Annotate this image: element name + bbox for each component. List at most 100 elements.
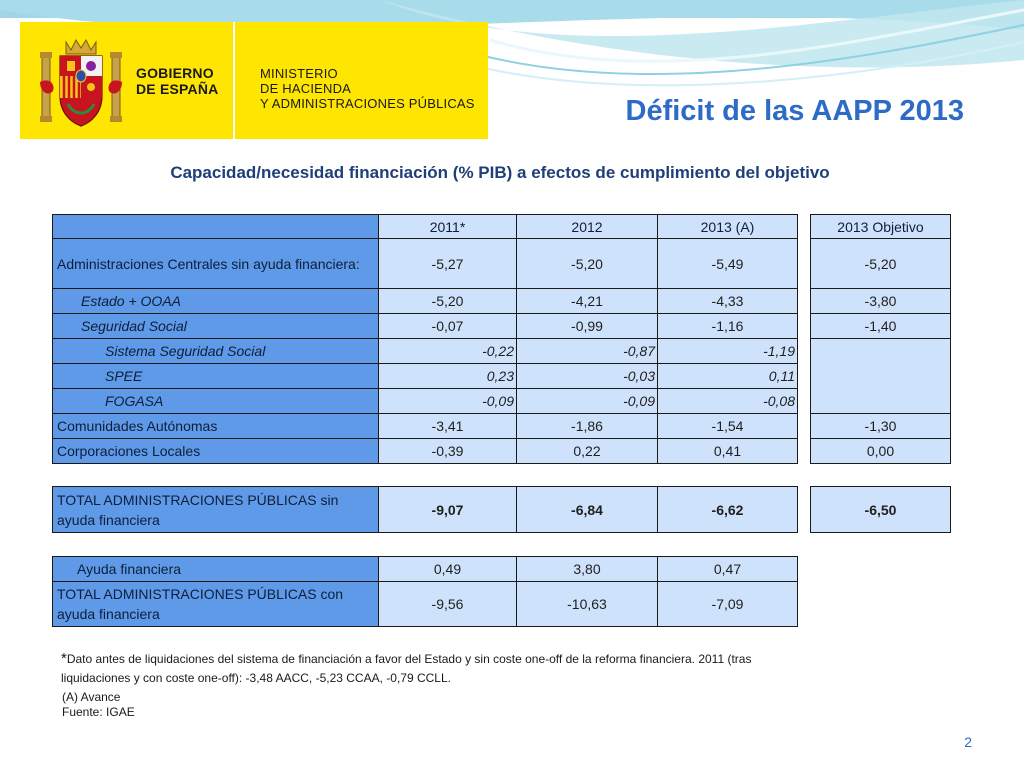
ministerio-line-2: DE HACIENDA [260, 81, 352, 96]
value-cell: -0,99 [516, 313, 658, 339]
gap-cell [797, 413, 811, 439]
value-cell: -5,49 [657, 238, 798, 289]
value-cell: -0,03 [516, 363, 658, 389]
avance-note: (A) Avance [62, 690, 121, 704]
value-cell: -6,62 [657, 486, 798, 533]
objective-cell [810, 338, 951, 364]
row-label: SPEE [52, 363, 379, 389]
table-header-row: 2011* 2012 2013 (A) 2013 Objetivo [52, 214, 951, 239]
value-cell: 0,41 [657, 438, 798, 464]
row-label: Comunidades Autónomas [52, 413, 379, 439]
objective-cell [810, 388, 951, 414]
footnote-text: Dato antes de liquidaciones del sistema … [61, 652, 752, 685]
table-row: Ayuda financiera 0,49 3,80 0,47 [52, 556, 798, 582]
legend-notes: (A) Avance Fuente: IGAE [62, 690, 135, 720]
value-cell: -0,09 [516, 388, 658, 414]
gobierno-line-1: GOBIERNO [136, 65, 214, 81]
value-cell: -0,09 [378, 388, 517, 414]
slide-title: Déficit de las AAPP 2013 [625, 95, 965, 127]
value-cell: -0,08 [657, 388, 798, 414]
table-row: TOTAL ADMINISTRACIONES PÚBLICAS sin ayud… [52, 486, 951, 533]
col-header-2012: 2012 [516, 214, 658, 239]
gap-cell [797, 214, 811, 239]
objective-cell: -6,50 [810, 486, 951, 533]
gap-cell [797, 238, 811, 289]
gap-cell [797, 313, 811, 339]
source-note: Fuente: IGAE [62, 705, 135, 719]
header-swoosh-decoration [0, 0, 1024, 87]
value-cell: -10,63 [516, 581, 658, 627]
objective-cell: 0,00 [810, 438, 951, 464]
ministerio-line-1: MINISTERIO [260, 66, 338, 81]
header-empty-cell [52, 214, 379, 239]
row-label: Ayuda financiera [52, 556, 379, 582]
government-logo-band: GOBIERNO DE ESPAÑA MINISTERIO DE HACIEND… [20, 22, 488, 139]
ministerio-line-3: Y ADMINISTRACIONES PÚBLICAS [260, 96, 475, 111]
value-cell: 0,47 [657, 556, 798, 582]
value-cell: -0,39 [378, 438, 517, 464]
value-cell: -9,56 [378, 581, 517, 627]
value-cell: 0,23 [378, 363, 517, 389]
row-label: TOTAL ADMINISTRACIONES PÚBLICAS sin ayud… [52, 486, 379, 533]
value-cell: -1,16 [657, 313, 798, 339]
value-cell: -0,87 [516, 338, 658, 364]
page-number: 2 [964, 734, 972, 750]
value-cell: 0,49 [378, 556, 517, 582]
row-label: TOTAL ADMINISTRACIONES PÚBLICAS con ayud… [52, 581, 379, 627]
table-row: Sistema Seguridad Social -0,22 -0,87 -1,… [52, 338, 951, 364]
objective-cell: -3,80 [810, 288, 951, 314]
row-label: Corporaciones Locales [52, 438, 379, 464]
table-row: Corporaciones Locales -0,39 0,22 0,41 0,… [52, 438, 951, 464]
value-cell: -0,07 [378, 313, 517, 339]
financial-aid-table: Ayuda financiera 0,49 3,80 0,47 TOTAL AD… [52, 556, 798, 627]
col-header-objetivo: 2013 Objetivo [810, 214, 951, 239]
gap-cell [797, 363, 811, 389]
value-cell: -4,33 [657, 288, 798, 314]
value-cell: -5,27 [378, 238, 517, 289]
value-cell: 0,11 [657, 363, 798, 389]
value-cell: -5,20 [378, 288, 517, 314]
value-cell: -0,22 [378, 338, 517, 364]
table-row: SPEE 0,23 -0,03 0,11 [52, 363, 951, 389]
value-cell: -5,20 [516, 238, 658, 289]
table-subtitle: Capacidad/necesidad financiación (% PIB)… [170, 163, 830, 182]
gobierno-line-2: DE ESPAÑA [136, 81, 219, 97]
value-cell: -6,84 [516, 486, 658, 533]
objective-cell: -1,40 [810, 313, 951, 339]
value-cell: -7,09 [657, 581, 798, 627]
table-row: Administraciones Centrales sin ayuda fin… [52, 238, 951, 289]
table-row: Comunidades Autónomas -3,41 -1,86 -1,54 … [52, 413, 951, 439]
value-cell: 3,80 [516, 556, 658, 582]
ministerio-text: MINISTERIO DE HACIENDA Y ADMINISTRACIONE… [260, 66, 475, 111]
value-cell: -9,07 [378, 486, 517, 533]
value-cell: 0,22 [516, 438, 658, 464]
table-row: TOTAL ADMINISTRACIONES PÚBLICAS con ayud… [52, 581, 798, 627]
gap-cell [797, 288, 811, 314]
objective-cell: -5,20 [810, 238, 951, 289]
gap-cell [797, 438, 811, 464]
row-label: Estado + OOAA [52, 288, 379, 314]
table-row: Seguridad Social -0,07 -0,99 -1,16 -1,40 [52, 313, 951, 339]
logo-divider [233, 22, 235, 139]
value-cell: -4,21 [516, 288, 658, 314]
value-cell: -1,86 [516, 413, 658, 439]
col-header-2013: 2013 (A) [657, 214, 798, 239]
gobierno-de-espana-text: GOBIERNO DE ESPAÑA [136, 65, 218, 97]
objective-cell: -1,30 [810, 413, 951, 439]
objective-cell [810, 363, 951, 389]
value-cell: -1,54 [657, 413, 798, 439]
col-header-2011: 2011* [378, 214, 517, 239]
value-cell: -1,19 [657, 338, 798, 364]
table-row: Estado + OOAA -5,20 -4,21 -4,33 -3,80 [52, 288, 951, 314]
row-label: Seguridad Social [52, 313, 379, 339]
gap-cell [797, 388, 811, 414]
footnote: *Dato antes de liquidaciones del sistema… [61, 649, 801, 688]
row-label: Administraciones Centrales sin ayuda fin… [52, 238, 379, 289]
coat-of-arms-icon [40, 38, 122, 127]
deficit-table: 2011* 2012 2013 (A) 2013 Objetivo Admini… [52, 214, 951, 464]
gap-cell [797, 486, 811, 533]
total-without-aid-table: TOTAL ADMINISTRACIONES PÚBLICAS sin ayud… [52, 486, 951, 533]
row-label: FOGASA [52, 388, 379, 414]
table-row: FOGASA -0,09 -0,09 -0,08 [52, 388, 951, 414]
footnote-star: * [61, 650, 67, 667]
